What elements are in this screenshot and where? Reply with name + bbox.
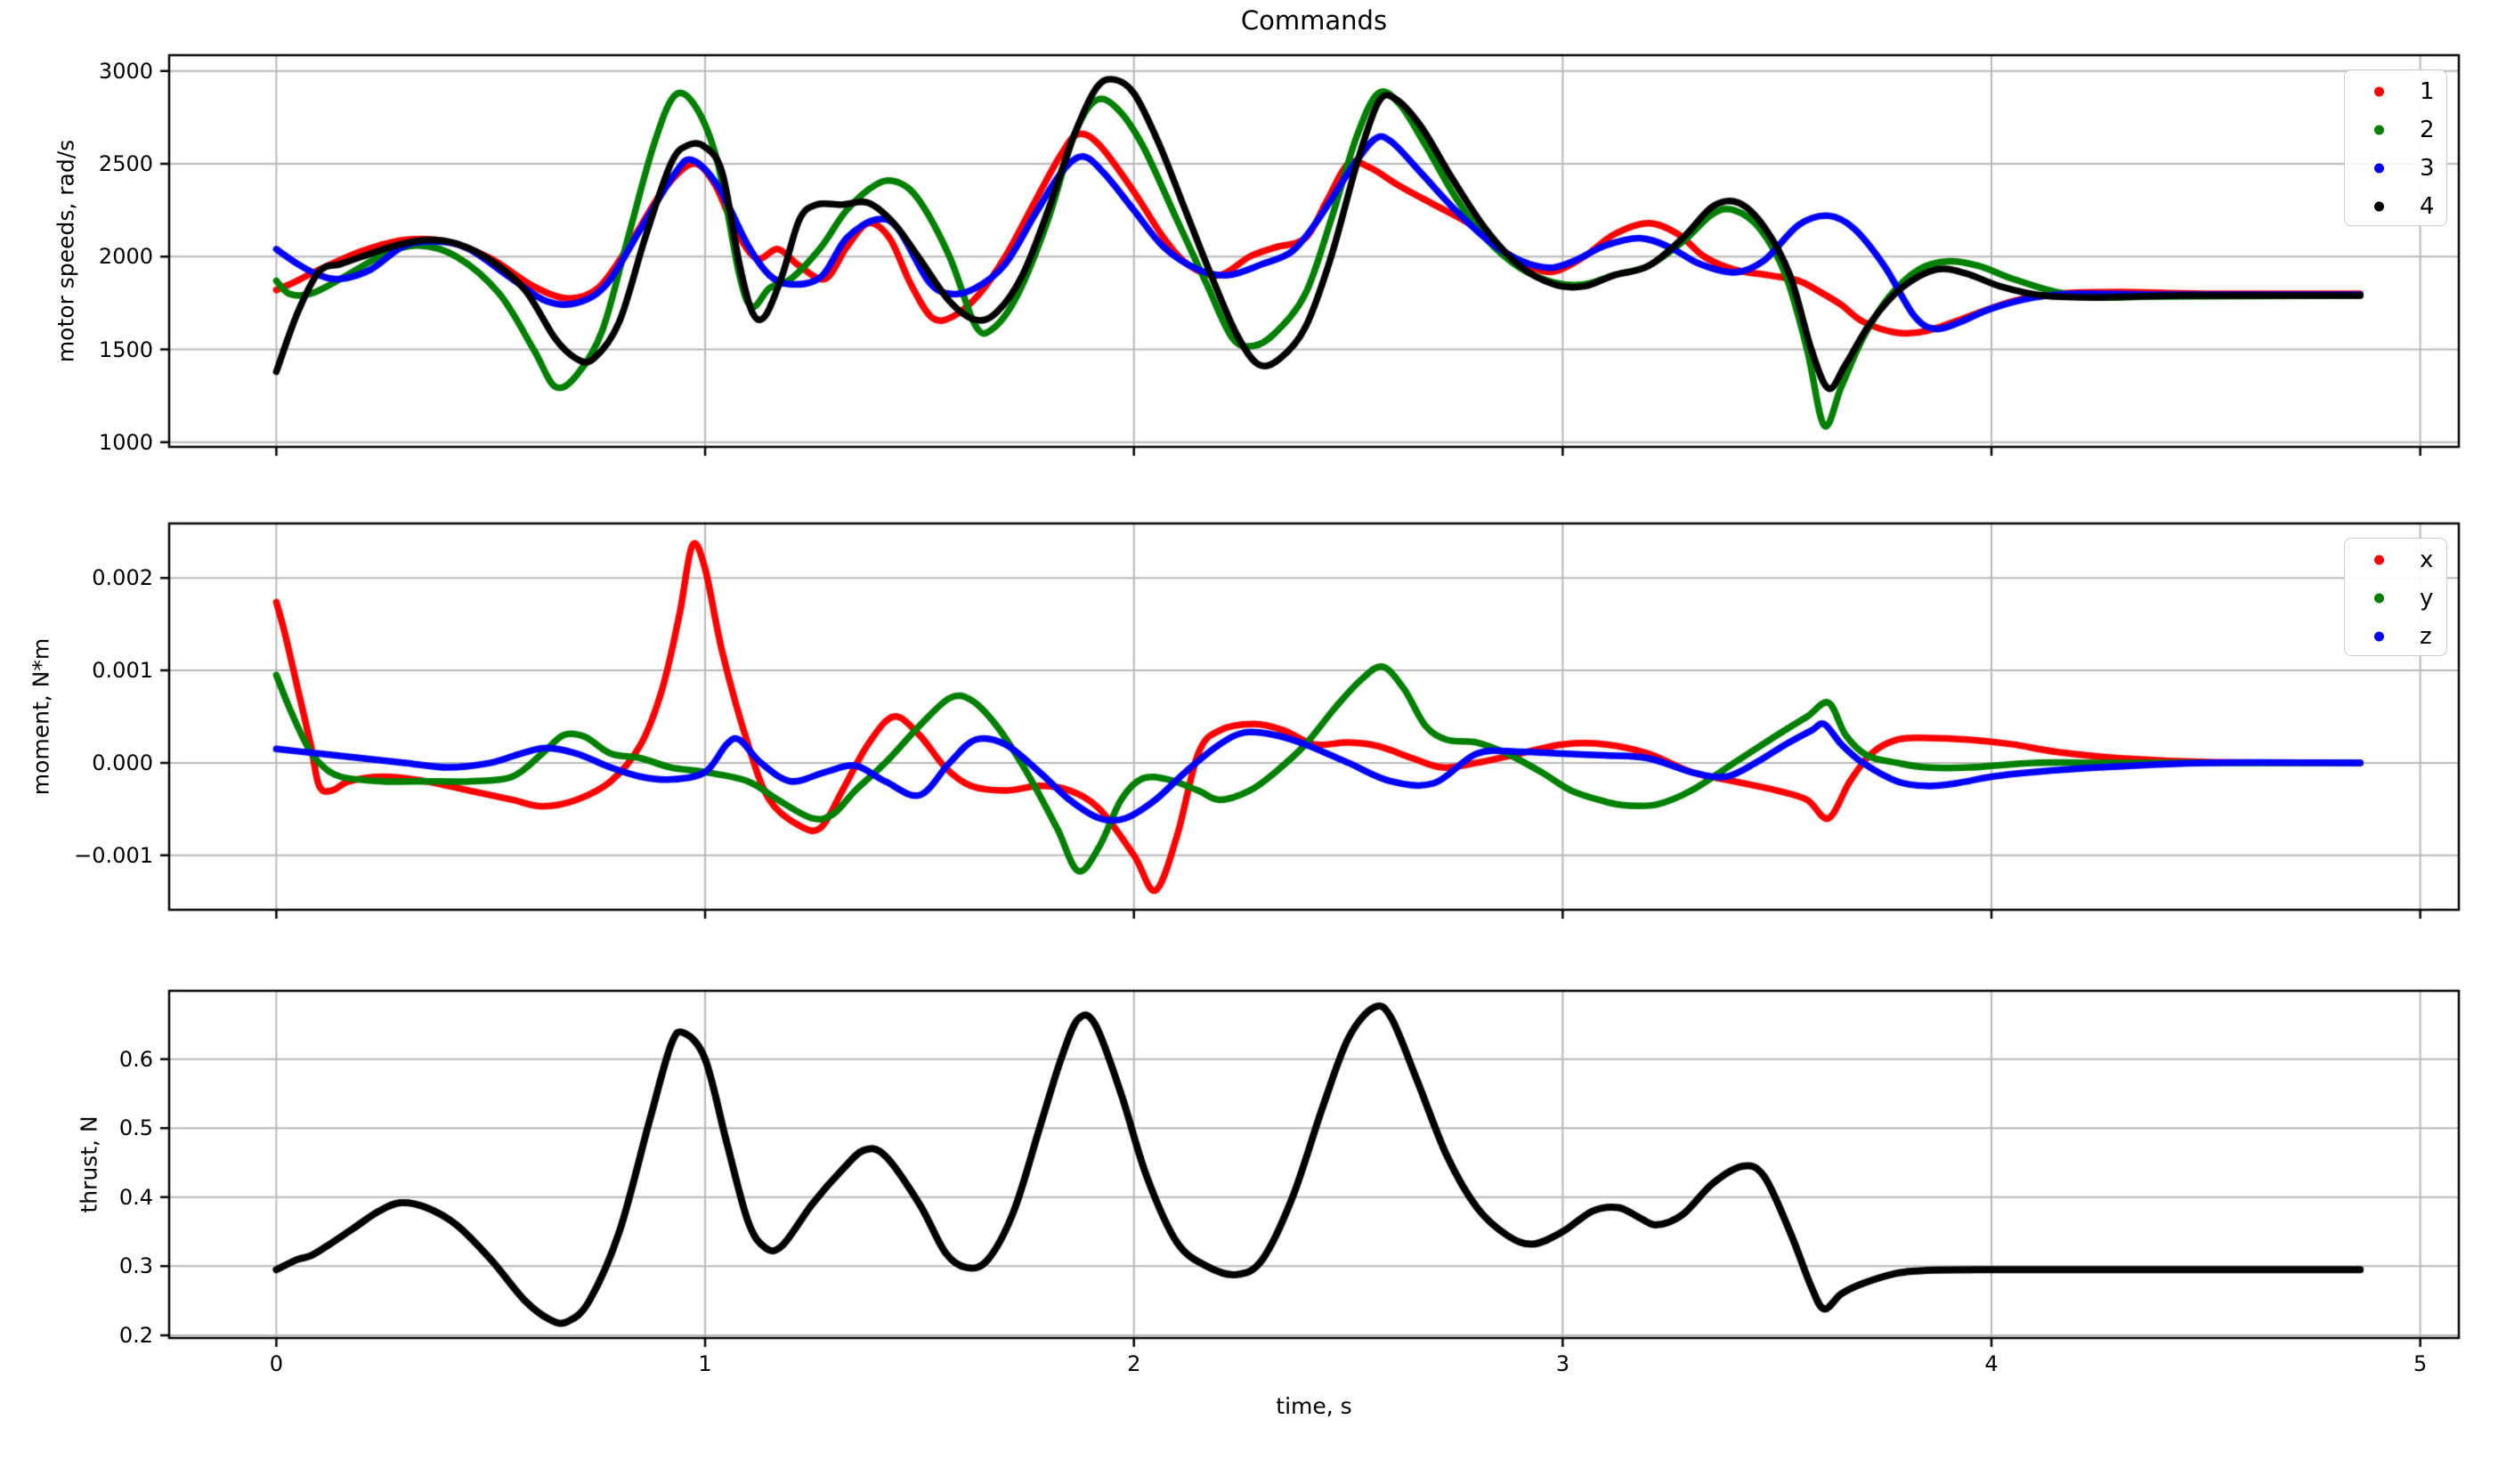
legend-marker-icon: [2374, 593, 2384, 603]
legend-label: 4: [2420, 192, 2435, 220]
y-tick-label-2-3: 0.5: [118, 1115, 153, 1141]
y-tick-label-0-3: 2500: [98, 150, 153, 176]
legend-entry-2: 2: [2345, 110, 2446, 149]
x-tick-label-5: 5: [2413, 1351, 2428, 1376]
legend-entry-3: 3: [2345, 149, 2446, 187]
legend-label: 3: [2420, 154, 2435, 182]
y-tick-label-1-0: −0.001: [74, 842, 153, 868]
y-axis-label-motor-speeds: motor speeds, rad/s: [53, 139, 79, 363]
chart-title: Commands: [1240, 5, 1388, 36]
legend-label: y: [2420, 584, 2434, 612]
legend-entry-z: z: [2345, 617, 2446, 655]
y-tick-label-2-1: 0.3: [118, 1253, 153, 1279]
legend-label: x: [2420, 546, 2434, 573]
legend-marker-icon: [2374, 631, 2384, 641]
legend-label: z: [2420, 622, 2432, 650]
legend-marker-icon: [2374, 201, 2384, 211]
x-tick-label-4: 4: [1984, 1351, 1999, 1376]
y-tick-label-0-1: 1500: [98, 337, 153, 362]
y-tick-label-1-2: 0.001: [92, 658, 153, 684]
x-tick-label-2: 2: [1127, 1351, 1141, 1376]
y-tick-label-0-2: 2000: [98, 244, 153, 270]
y-axis-label-moment: moment, N*m: [28, 637, 54, 796]
x-tick-label-1: 1: [698, 1351, 712, 1376]
x-tick-label-0: 0: [269, 1351, 284, 1376]
legend-marker-icon: [2374, 163, 2384, 173]
y-tick-label-2-4: 0.6: [118, 1046, 153, 1072]
y-tick-label-2-2: 0.4: [118, 1184, 153, 1210]
legend-label: 1: [2420, 77, 2435, 105]
legend-marker-icon: [2374, 86, 2384, 96]
y-tick-label-2-0: 0.2: [118, 1322, 153, 1348]
legend-entry-x: x: [2345, 540, 2446, 579]
legend-entry-4: 4: [2345, 187, 2446, 225]
y-tick-label-1-3: 0.002: [92, 565, 153, 591]
x-axis-label-time: time, s: [1276, 1393, 1352, 1419]
legend-entry-y: y: [2345, 579, 2446, 617]
legend-entry-1: 1: [2345, 72, 2446, 110]
legend-marker-icon: [2374, 555, 2384, 564]
legend-marker-icon: [2374, 125, 2384, 134]
y-tick-label-0-4: 3000: [98, 58, 153, 84]
x-tick-label-3: 3: [1555, 1351, 1569, 1376]
y-tick-label-0-0: 1000: [98, 429, 153, 455]
y-axis-label-thrust: thrust, N: [76, 1115, 102, 1213]
legend-chart-0: 1 2 3 4: [2344, 69, 2447, 226]
y-tick-label-1-1: 0.000: [92, 750, 153, 775]
legend-label: 2: [2420, 116, 2435, 143]
